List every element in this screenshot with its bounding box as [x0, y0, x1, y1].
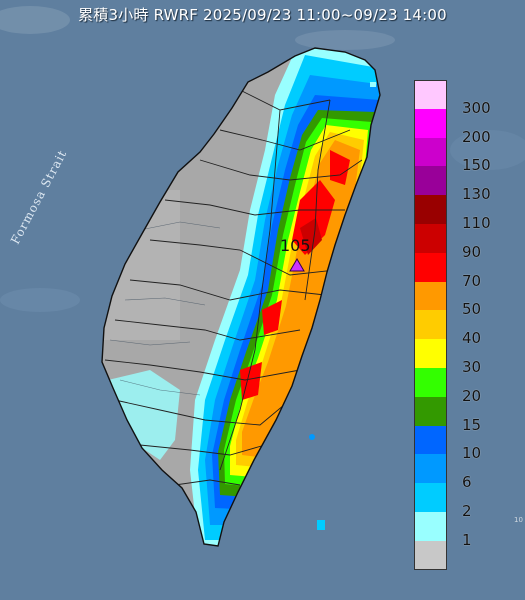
legend-swatch — [414, 108, 447, 138]
legend-label: 70 — [462, 271, 482, 290]
legend-label: 300 — [462, 98, 491, 117]
sea-patch — [295, 30, 395, 50]
legend-label: 50 — [462, 300, 482, 319]
legend-swatch — [414, 368, 447, 397]
legend-label: 110 — [462, 214, 491, 232]
rain-50 — [242, 140, 360, 458]
corner-text: 10 — [514, 516, 523, 524]
legend-label: 10 — [462, 444, 482, 463]
sea-patch — [0, 6, 70, 34]
legend: 300 200 150 130 110 90 70 50 40 30 20 15 10 6 2 1 — [414, 80, 522, 570]
max-value-label: 105 — [280, 236, 311, 255]
sea-patch — [0, 288, 80, 312]
legend-swatch — [414, 137, 447, 167]
legend-swatch — [414, 483, 447, 512]
legend-label: 30 — [462, 358, 482, 376]
legend-swatch — [414, 281, 447, 311]
legend-label: 2 — [462, 502, 472, 520]
legend-label: 130 — [462, 185, 491, 204]
legend-label: 150 — [462, 156, 491, 175]
rain-70-cell — [262, 300, 282, 335]
legend-label: 1 — [462, 530, 472, 549]
sea-patch — [450, 130, 525, 170]
county-boundaries — [104, 89, 363, 486]
legend-swatch — [414, 224, 447, 253]
legend-swatch — [414, 396, 447, 426]
legend-swatch — [414, 425, 447, 455]
turtle-island — [370, 82, 376, 87]
green-island — [309, 434, 315, 440]
legend-swatch — [414, 310, 447, 340]
legend-label: 15 — [462, 415, 482, 434]
rain-90-cell — [300, 218, 322, 255]
rain-1-sw — [108, 370, 180, 460]
orchid-island — [317, 520, 325, 530]
legend-swatch — [414, 195, 447, 224]
legend-swatch — [414, 252, 447, 282]
rain-70-cell — [330, 150, 350, 185]
legend-label: 40 — [462, 329, 482, 348]
legend-swatch — [414, 512, 447, 541]
legend-label: 90 — [462, 242, 482, 261]
legend-swatch — [414, 454, 447, 484]
legend-swatch — [414, 166, 447, 196]
legend-swatch — [414, 540, 447, 570]
legend-swatch — [414, 339, 447, 368]
legend-label: 200 — [462, 127, 491, 146]
triangle-marker-icon — [289, 258, 305, 272]
rivers — [109, 221, 221, 396]
legend-swatch — [414, 80, 447, 109]
legend-label: 20 — [462, 386, 482, 405]
map-title: 累積3小時 RWRF 2025/09/23 11:00~09/23 14:00 — [78, 6, 447, 24]
legend-label: 6 — [462, 473, 472, 492]
rain-70-cell — [240, 362, 262, 400]
